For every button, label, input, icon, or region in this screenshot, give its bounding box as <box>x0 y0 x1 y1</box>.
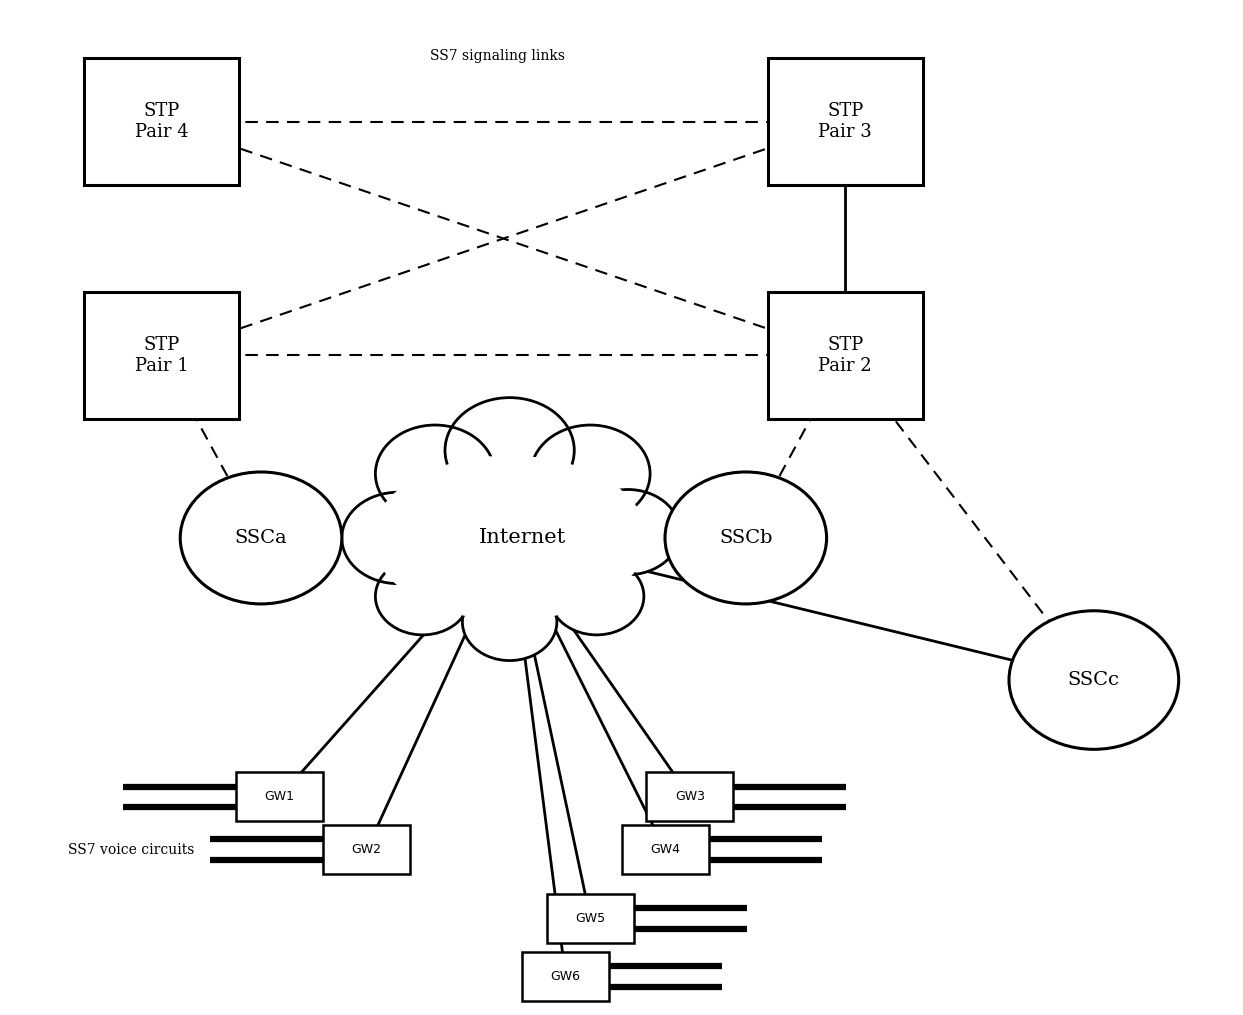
Text: GW5: GW5 <box>576 912 605 925</box>
FancyBboxPatch shape <box>767 292 922 419</box>
FancyBboxPatch shape <box>767 58 922 185</box>
FancyBboxPatch shape <box>646 772 733 821</box>
FancyBboxPatch shape <box>236 772 323 821</box>
Text: GW1: GW1 <box>265 791 295 803</box>
Text: GW6: GW6 <box>551 970 580 983</box>
Circle shape <box>531 425 650 523</box>
Ellipse shape <box>373 457 646 619</box>
Text: STP
Pair 1: STP Pair 1 <box>134 336 189 375</box>
Circle shape <box>375 558 470 635</box>
Text: SSCa: SSCa <box>235 529 287 547</box>
Circle shape <box>462 584 557 661</box>
Text: STP
Pair 3: STP Pair 3 <box>818 103 873 141</box>
Circle shape <box>445 398 574 503</box>
Text: SS7 voice circuits: SS7 voice circuits <box>68 842 195 857</box>
Circle shape <box>665 472 827 604</box>
Text: STP
Pair 4: STP Pair 4 <box>134 103 189 141</box>
Circle shape <box>180 472 342 604</box>
FancyBboxPatch shape <box>622 825 709 874</box>
Text: GW2: GW2 <box>352 843 382 856</box>
Text: SS7 signaling links: SS7 signaling links <box>430 49 564 63</box>
FancyBboxPatch shape <box>85 292 239 419</box>
Text: GW4: GW4 <box>650 843 680 856</box>
FancyBboxPatch shape <box>547 894 634 943</box>
FancyBboxPatch shape <box>85 58 239 185</box>
Circle shape <box>576 489 680 574</box>
Text: SSCc: SSCc <box>1068 671 1120 689</box>
Circle shape <box>549 558 644 635</box>
Circle shape <box>375 425 495 523</box>
Circle shape <box>342 492 454 584</box>
FancyBboxPatch shape <box>522 952 609 1001</box>
Text: SSCb: SSCb <box>718 529 773 547</box>
Text: Internet: Internet <box>479 529 566 547</box>
Text: STP
Pair 2: STP Pair 2 <box>818 336 873 375</box>
Text: GW3: GW3 <box>675 791 705 803</box>
Circle shape <box>1009 611 1178 749</box>
FancyBboxPatch shape <box>323 825 410 874</box>
